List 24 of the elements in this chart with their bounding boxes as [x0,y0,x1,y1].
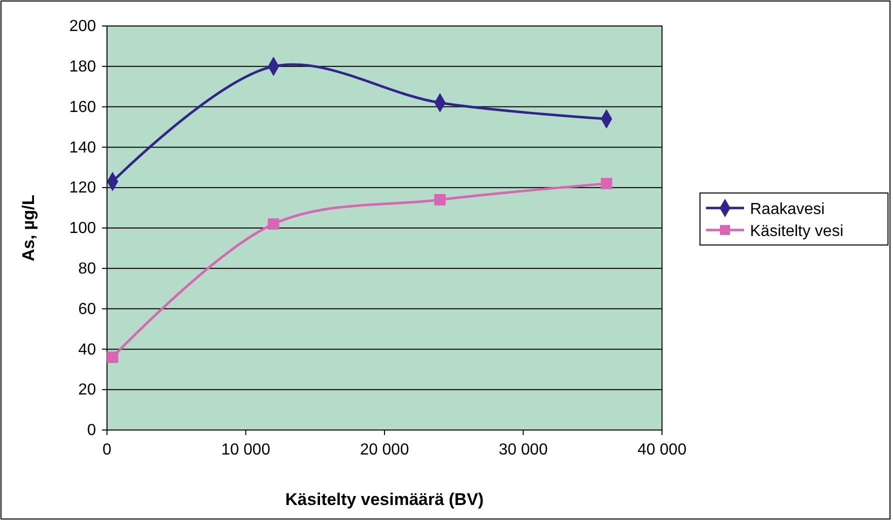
y-axis-title: As, µg/L [19,194,38,262]
y-tick-label: 0 [87,422,96,440]
y-tick-label: 200 [69,18,96,36]
point [600,178,612,190]
point [268,218,280,230]
y-tick-label: 60 [78,300,96,318]
x-axis-title: Käsitelty vesimäärä (BV) [285,490,484,509]
y-tick-label: 80 [78,260,96,278]
x-tick-label: 0 [102,441,112,458]
y-tick-label: 40 [78,341,96,358]
y-tick-label: 180 [69,58,96,76]
x-tick-label: 20 000 [360,441,410,458]
legend-label: Raakavesi [750,201,825,218]
point [106,352,118,363]
x-tick-label: 30 000 [498,441,548,458]
point [434,194,446,206]
x-tick-label: 10 000 [221,441,270,458]
legend-label: Käsitelty vesi [750,223,844,240]
y-tick-label: 160 [69,98,96,116]
x-tick-label: 40 000 [638,441,687,458]
y-tick-label: 100 [69,220,96,238]
y-tick-label: 120 [69,180,96,197]
y-tick-label: 140 [69,139,96,156]
y-tick-label: 20 [78,382,96,399]
